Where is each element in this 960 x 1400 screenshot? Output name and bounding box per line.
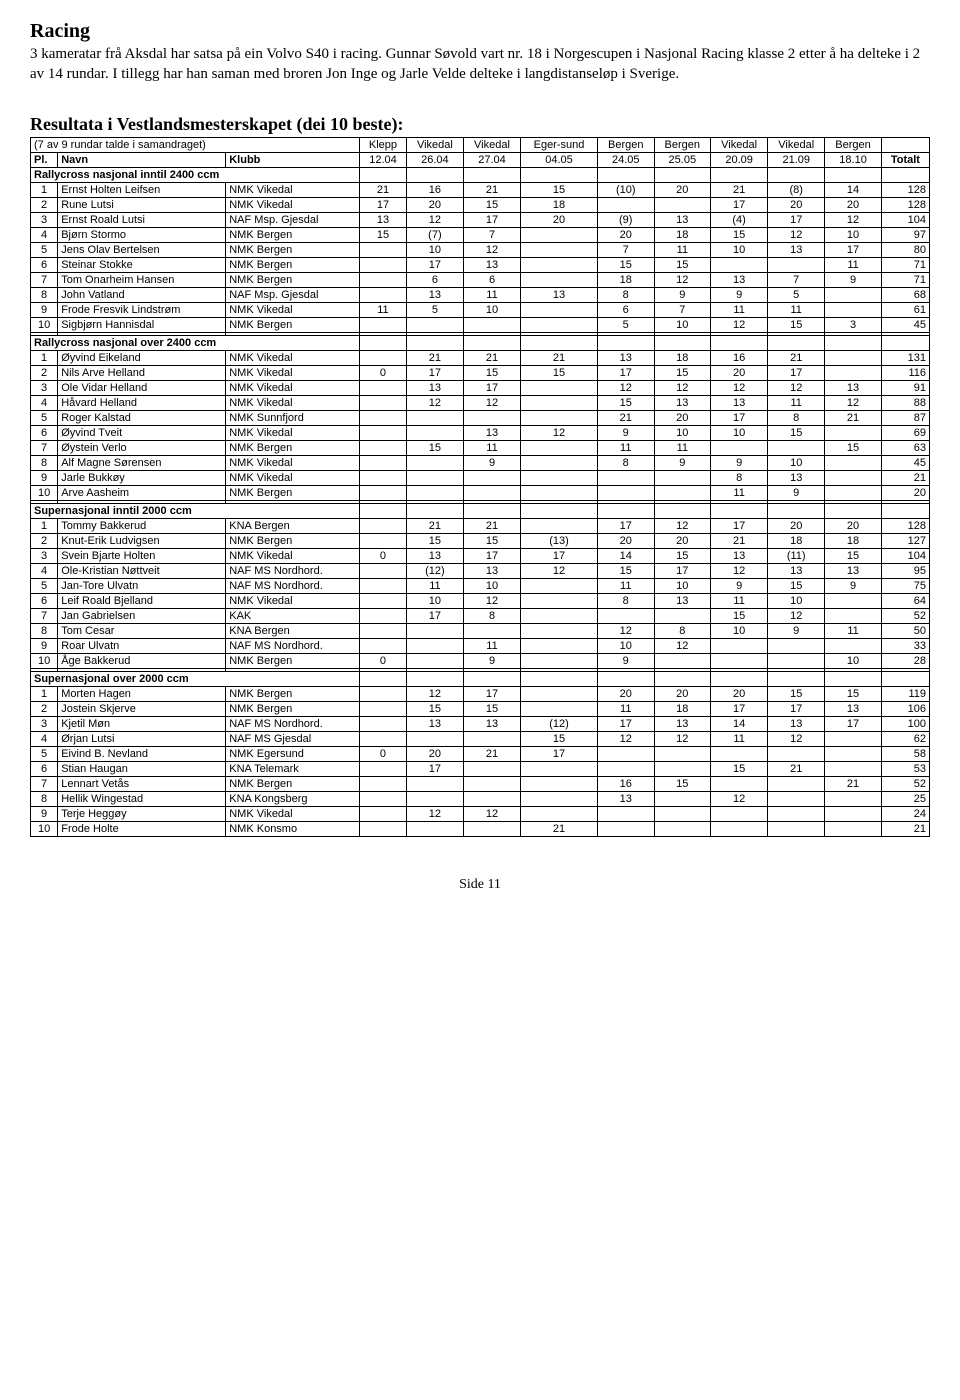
table-row: 1Ernst Holten LeifsenNMK Vikedal21162115…: [31, 183, 930, 198]
col-header: Klubb: [226, 153, 360, 168]
table-row: 3Svein Bjarte HoltenNMK Vikedal013171714…: [31, 549, 930, 564]
table-row: 10Åge BakkerudNMK Bergen0991028: [31, 654, 930, 669]
date-header: 12.04: [360, 153, 407, 168]
table-row: 6Leif Roald BjellandNMK Vikedal101281311…: [31, 594, 930, 609]
date-header: 18.10: [825, 153, 882, 168]
table-row: 9Terje HeggøyNMK Vikedal121224: [31, 807, 930, 822]
venue-header: Vikedal: [768, 138, 825, 153]
table-row: 7Øystein VerloNMK Bergen151111111563: [31, 441, 930, 456]
table-row: 4Ole-Kristian NøttveitNAF MS Nordhord.(1…: [31, 564, 930, 579]
table-row: 10Arve AasheimNMK Bergen11920: [31, 486, 930, 501]
venue-header: Eger-sund: [521, 138, 598, 153]
table-row: 1Øyvind EikelandNMK Vikedal2121211318162…: [31, 351, 930, 366]
table-row: 4Bjørn StormoNMK Bergen15(7)720181512109…: [31, 228, 930, 243]
venue-header: Vikedal: [463, 138, 520, 153]
venue-header: Klepp: [360, 138, 407, 153]
table-row: 6Steinar StokkeNMK Bergen171315151171: [31, 258, 930, 273]
date-header: 27.04: [463, 153, 520, 168]
table-row: 10Frode HolteNMK Konsmo2121: [31, 822, 930, 837]
table-row: 7Tom Onarheim HansenNMK Bergen6618121379…: [31, 273, 930, 288]
venue-header: Bergen: [654, 138, 711, 153]
table-row: 9Jarle BukkøyNMK Vikedal81321: [31, 471, 930, 486]
page-title: Racing: [30, 20, 930, 43]
table-row: 1Morten HagenNMK Bergen12172020201515119: [31, 687, 930, 702]
date-header: 25.05: [654, 153, 711, 168]
table-row: 3Kjetil MønNAF MS Nordhord.1313(12)17131…: [31, 717, 930, 732]
section-title: Rallycross nasjonal over 2400 ccm: [31, 336, 360, 351]
table-row: 1Tommy BakkerudKNA Bergen212117121720201…: [31, 519, 930, 534]
table-row: 8John VatlandNAF Msp. Gjesdal13111389956…: [31, 288, 930, 303]
venue-header: Bergen: [597, 138, 654, 153]
section-title: Supernasjonal over 2000 ccm: [31, 672, 360, 687]
table-row: 9Roar UlvatnNAF MS Nordhord.11101233: [31, 639, 930, 654]
table-row: 10Sigbjørn HannisdalNMK Bergen5101215345: [31, 318, 930, 333]
table-row: 9Frode Fresvik LindstrømNMK Vikedal11510…: [31, 303, 930, 318]
table-row: 6Øyvind TveitNMK Vikedal1312910101569: [31, 426, 930, 441]
page-footer: Side 11: [30, 877, 930, 893]
venue-header: Vikedal: [711, 138, 768, 153]
table-row: 5Roger KalstadNMK Sunnfjord21201782187: [31, 411, 930, 426]
table-row: 2Jostein SkjerveNMK Bergen15151118171713…: [31, 702, 930, 717]
col-header: Navn: [58, 153, 226, 168]
venue-header: Vikedal: [406, 138, 463, 153]
table-row: 2Knut-Erik LudvigsenNMK Bergen1515(13)20…: [31, 534, 930, 549]
table-row: 8Hellik WingestadKNA Kongsberg131225: [31, 792, 930, 807]
date-header: 21.09: [768, 153, 825, 168]
date-header: 04.05: [521, 153, 598, 168]
table-row: 3Ole Vidar HellandNMK Vikedal13171212121…: [31, 381, 930, 396]
table-row: 3Ernst Roald LutsiNAF Msp. Gjesdal131217…: [31, 213, 930, 228]
table-row: 5Eivind B. NevlandNMK Egersund020211758: [31, 747, 930, 762]
table-row: 8Alf Magne SørensenNMK Vikedal98991045: [31, 456, 930, 471]
date-header: 24.05: [597, 153, 654, 168]
table-row: 5Jan-Tore UlvatnNAF MS Nordhord.11101110…: [31, 579, 930, 594]
table-row: 5Jens Olav BertelsenNMK Bergen1012711101…: [31, 243, 930, 258]
table-row: 2Rune LutsiNMK Vikedal17201518172020128: [31, 198, 930, 213]
totalt-header: Totalt: [881, 153, 929, 168]
table-row: 7Lennart VetåsNMK Bergen16152152: [31, 777, 930, 792]
table-row: 2Nils Arve HellandNMK Vikedal01715151715…: [31, 366, 930, 381]
date-header: 26.04: [406, 153, 463, 168]
table-row: 6Stian HauganKNA Telemark17152153: [31, 762, 930, 777]
venue-header: [881, 138, 929, 153]
venue-header: Bergen: [825, 138, 882, 153]
table-row: 8Tom CesarKNA Bergen1281091150: [31, 624, 930, 639]
results-table: (7 av 9 rundar talde i samandraget)Klepp…: [30, 137, 930, 837]
table-row: 7Jan GabrielsenKAK178151252: [31, 609, 930, 624]
results-subtitle: Resultata i Vestlandsmesterskapet (dei 1…: [30, 114, 930, 135]
section-title: Rallycross nasjonal inntil 2400 ccm: [31, 168, 360, 183]
table-row: 4Håvard HellandNMK Vikedal12121513131112…: [31, 396, 930, 411]
table-row: 4Ørjan LutsiNAF MS Gjesdal151212111262: [31, 732, 930, 747]
date-header: 20.09: [711, 153, 768, 168]
intro-text: 3 kameratar frå Aksdal har satsa på ein …: [30, 45, 930, 84]
section-title: Supernasjonal inntil 2000 ccm: [31, 504, 360, 519]
col-header: Pl.: [31, 153, 58, 168]
table-note: (7 av 9 rundar talde i samandraget): [31, 138, 360, 153]
